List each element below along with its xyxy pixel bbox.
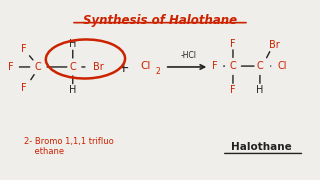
Text: Synthesis of Halothane: Synthesis of Halothane xyxy=(83,14,237,27)
Text: F: F xyxy=(230,39,236,49)
Text: F: F xyxy=(8,62,14,72)
Text: Halothane: Halothane xyxy=(231,142,292,152)
Text: +: + xyxy=(118,61,129,75)
Text: -HCl: -HCl xyxy=(180,51,196,60)
Text: H: H xyxy=(69,85,76,95)
Text: H: H xyxy=(69,39,76,49)
Text: Cl: Cl xyxy=(277,61,287,71)
Text: Cl: Cl xyxy=(140,61,151,71)
Text: C: C xyxy=(35,62,41,72)
Text: F: F xyxy=(21,83,27,93)
Text: C: C xyxy=(257,61,263,71)
Text: H: H xyxy=(256,85,264,95)
Text: Br: Br xyxy=(269,40,280,50)
Text: F: F xyxy=(21,44,27,54)
Text: Br: Br xyxy=(93,62,103,72)
Text: F: F xyxy=(212,61,217,71)
Text: C: C xyxy=(229,61,236,71)
Text: F: F xyxy=(230,85,236,95)
Text: 2- Bromo 1,1,1 trifluo
    ethane: 2- Bromo 1,1,1 trifluo ethane xyxy=(24,137,113,156)
Text: 2: 2 xyxy=(155,67,160,76)
Text: C: C xyxy=(69,62,76,72)
